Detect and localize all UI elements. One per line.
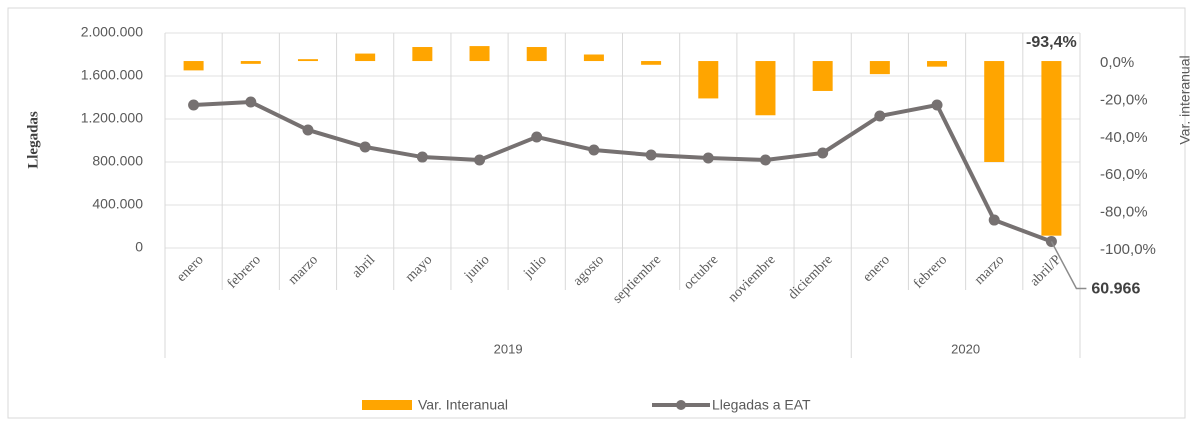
y2-tick-label: -20,0% bbox=[1100, 91, 1148, 108]
line-marker bbox=[931, 99, 943, 111]
y2-tick-label: -40,0% bbox=[1100, 129, 1148, 146]
y2-axis-label: Var. interanual bbox=[1177, 55, 1193, 144]
y-tick-label: 1.200.000 bbox=[81, 110, 143, 126]
bar bbox=[1041, 61, 1062, 236]
bar bbox=[698, 61, 719, 99]
legend-label: Var. Interanual bbox=[418, 397, 508, 413]
y-axis-label: Llegadas bbox=[25, 111, 41, 169]
legend-marker bbox=[676, 400, 686, 410]
bar bbox=[183, 61, 204, 71]
y2-tick-label: -80,0% bbox=[1100, 204, 1148, 221]
y2-tick-label: -60,0% bbox=[1100, 166, 1148, 183]
bar bbox=[984, 61, 1005, 162]
bar bbox=[583, 54, 604, 62]
line bbox=[193, 99, 1053, 244]
line-marker bbox=[874, 110, 886, 122]
bar bbox=[469, 46, 490, 62]
line-marker bbox=[531, 131, 543, 143]
line-marker bbox=[988, 214, 1000, 226]
legend-swatch bbox=[362, 400, 412, 410]
y2-tick-label: -100,0% bbox=[1100, 241, 1156, 258]
legend-label: Llegadas a EAT bbox=[712, 397, 811, 413]
line-marker bbox=[245, 96, 257, 108]
bar bbox=[526, 47, 547, 62]
line-marker bbox=[817, 147, 829, 159]
data-label: 60.966 bbox=[1091, 281, 1140, 298]
bar bbox=[927, 61, 948, 67]
line-marker bbox=[702, 152, 714, 164]
line-marker bbox=[188, 99, 200, 111]
line-marker bbox=[416, 151, 428, 163]
line-marker bbox=[588, 144, 600, 156]
y-tick-label: 2.000.000 bbox=[81, 24, 143, 40]
bar bbox=[812, 61, 833, 91]
bar bbox=[355, 53, 376, 62]
data-label: -93,4% bbox=[1026, 34, 1077, 51]
bar bbox=[412, 47, 433, 62]
bar bbox=[297, 59, 318, 62]
y-tick-label: 1.600.000 bbox=[81, 67, 143, 83]
bar bbox=[641, 61, 662, 65]
y-tick-label: 0 bbox=[135, 239, 143, 255]
line-marker bbox=[302, 124, 314, 136]
line-marker bbox=[474, 154, 486, 166]
y-tick-label: 800.000 bbox=[92, 153, 143, 169]
bar bbox=[240, 61, 261, 64]
group-label: 2019 bbox=[494, 341, 523, 356]
line-marker bbox=[759, 154, 771, 166]
bar bbox=[755, 61, 776, 116]
bar bbox=[869, 61, 890, 75]
y2-tick-label: 0,0% bbox=[1100, 54, 1134, 71]
group-label: 2020 bbox=[951, 341, 980, 356]
y-tick-label: 400.000 bbox=[92, 196, 143, 212]
leader-line bbox=[1050, 241, 1087, 290]
line-marker bbox=[359, 141, 371, 153]
line-marker bbox=[645, 149, 657, 161]
